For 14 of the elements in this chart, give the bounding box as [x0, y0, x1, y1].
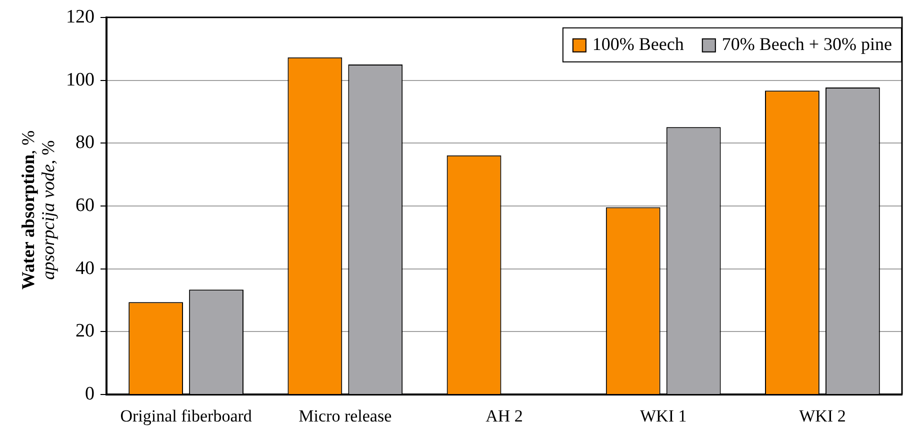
y-tick-label: 120 — [66, 6, 94, 28]
x-tick-label: WKI 1 — [640, 406, 687, 426]
y-tick-label: 0 — [85, 384, 94, 405]
y-tick-label: 40 — [76, 258, 94, 279]
y-tick-label: 100 — [66, 69, 94, 90]
y-tick-label: 20 — [76, 320, 94, 342]
x-tick-label: Micro release — [298, 406, 392, 426]
x-tick-label: AH 2 — [486, 406, 523, 426]
x-tick-label: WKI 2 — [799, 406, 846, 426]
x-tick-label: Original fiberboard — [120, 406, 252, 426]
legend-label: 100% Beech — [592, 34, 684, 54]
y-tick-label: 60 — [76, 194, 94, 216]
y-tick-label: 80 — [76, 132, 94, 154]
legend-label: 70% Beech + 30% pine — [722, 34, 892, 54]
